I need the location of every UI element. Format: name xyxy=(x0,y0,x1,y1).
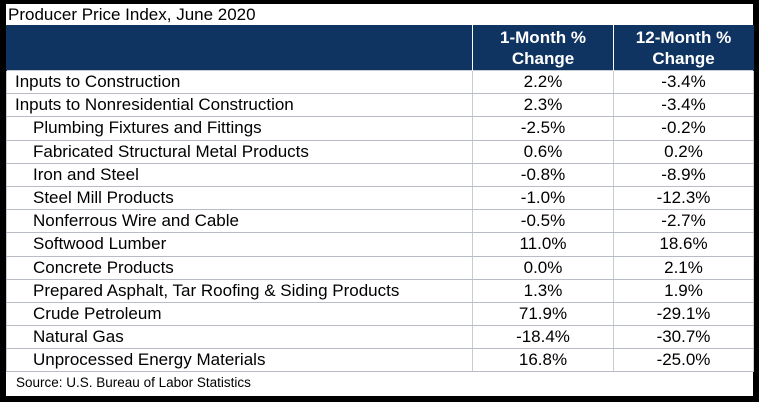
row-label: Softwood Lumber xyxy=(6,232,473,257)
table-header: 1-Month % Change 12-Month % Change xyxy=(6,25,754,71)
header-twelve-month-line1: 12-Month % xyxy=(635,28,732,47)
twelve-month-value: -29.1% xyxy=(613,301,754,327)
one-month-value: 16.8% xyxy=(472,348,614,373)
one-month-value: 71.9% xyxy=(472,301,614,327)
table-row: Unprocessed Energy Materials 16.8% -25.0% xyxy=(6,348,754,373)
row-label: Fabricated Structural Metal Products xyxy=(6,139,473,164)
twelve-month-value: -12.3% xyxy=(613,185,754,211)
table-row: Inputs to Nonresidential Construction 2.3… xyxy=(6,93,754,118)
table-row: Prepared Asphalt, Tar Roofing & Siding P… xyxy=(6,278,754,303)
row-label: Plumbing Fixtures and Fittings xyxy=(6,116,473,141)
one-month-value: -0.8% xyxy=(472,162,614,187)
twelve-month-value: 2.1% xyxy=(613,255,754,280)
table-panel: Producer Price Index, June 2020 1-Month … xyxy=(6,4,754,396)
ppi-table: 1-Month % Change 12-Month % Change Input… xyxy=(6,25,754,373)
one-month-value: -0.5% xyxy=(472,209,614,234)
row-label: Inputs to Nonresidential Construction xyxy=(6,93,473,118)
twelve-month-value: -3.4% xyxy=(613,69,754,95)
twelve-month-value: 1.9% xyxy=(613,278,754,303)
header-label-cell xyxy=(6,25,473,71)
twelve-month-value: -3.4% xyxy=(613,93,754,118)
table-row: Natural Gas -18.4% -30.7% xyxy=(6,325,754,350)
header-one-month-line1: 1-Month % xyxy=(500,28,586,47)
one-month-value: -18.4% xyxy=(472,325,614,350)
header-row: 1-Month % Change 12-Month % Change xyxy=(6,25,754,71)
table-row: Softwood Lumber 11.0% 18.6% xyxy=(6,232,754,257)
one-month-value: -2.5% xyxy=(472,116,614,141)
row-label: Crude Petroleum xyxy=(6,301,473,327)
twelve-month-value: -30.7% xyxy=(613,325,754,350)
row-label: Inputs to Construction xyxy=(6,69,473,95)
header-one-month: 1-Month % Change xyxy=(472,25,614,71)
row-label: Unprocessed Energy Materials xyxy=(6,348,473,373)
one-month-value: 2.3% xyxy=(472,93,614,118)
table-row: Nonferrous Wire and Cable -0.5% -2.7% xyxy=(6,209,754,234)
twelve-month-value: -8.9% xyxy=(613,162,754,187)
row-label: Nonferrous Wire and Cable xyxy=(6,209,473,234)
row-label: Steel Mill Products xyxy=(6,185,473,211)
table-row: Fabricated Structural Metal Products 0.6%… xyxy=(6,139,754,164)
table-row: Crude Petroleum 71.9% -29.1% xyxy=(6,301,754,327)
table-title: Producer Price Index, June 2020 xyxy=(8,5,256,24)
row-label: Natural Gas xyxy=(6,325,473,350)
row-label: Prepared Asphalt, Tar Roofing & Siding P… xyxy=(6,278,473,303)
table-row: Steel Mill Products -1.0% -12.3% xyxy=(6,185,754,211)
one-month-value: 11.0% xyxy=(472,232,614,257)
row-label: Concrete Products xyxy=(6,255,473,280)
table-body: Inputs to Construction 2.2% -3.4% Inputs to… xyxy=(6,69,754,373)
header-twelve-month-line2: Change xyxy=(652,49,715,68)
twelve-month-value: -25.0% xyxy=(613,348,754,373)
twelve-month-value: 0.2% xyxy=(613,139,754,164)
one-month-value: 0.0% xyxy=(472,255,614,280)
one-month-value: -1.0% xyxy=(472,185,614,211)
table-row: Inputs to Construction 2.2% -3.4% xyxy=(6,69,754,95)
table-row: Iron and Steel -0.8% -8.9% xyxy=(6,162,754,187)
twelve-month-value: 18.6% xyxy=(613,232,754,257)
one-month-value: 1.3% xyxy=(472,278,614,303)
table-row: Plumbing Fixtures and Fittings -2.5% -0.2% xyxy=(6,116,754,141)
table-row: Concrete Products 0.0% 2.1% xyxy=(6,255,754,280)
header-twelve-month: 12-Month % Change xyxy=(613,25,754,71)
one-month-value: 2.2% xyxy=(472,69,614,95)
header-one-month-line2: Change xyxy=(511,49,575,68)
one-month-value: 0.6% xyxy=(472,139,614,164)
source-note: Source: U.S. Bureau of Labor Statistics xyxy=(16,375,251,390)
twelve-month-value: -2.7% xyxy=(613,209,754,234)
row-label: Iron and Steel xyxy=(6,162,473,187)
twelve-month-value: -0.2% xyxy=(613,116,754,141)
